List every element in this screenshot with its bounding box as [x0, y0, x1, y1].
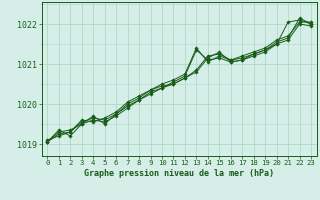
X-axis label: Graphe pression niveau de la mer (hPa): Graphe pression niveau de la mer (hPa) — [84, 169, 274, 178]
